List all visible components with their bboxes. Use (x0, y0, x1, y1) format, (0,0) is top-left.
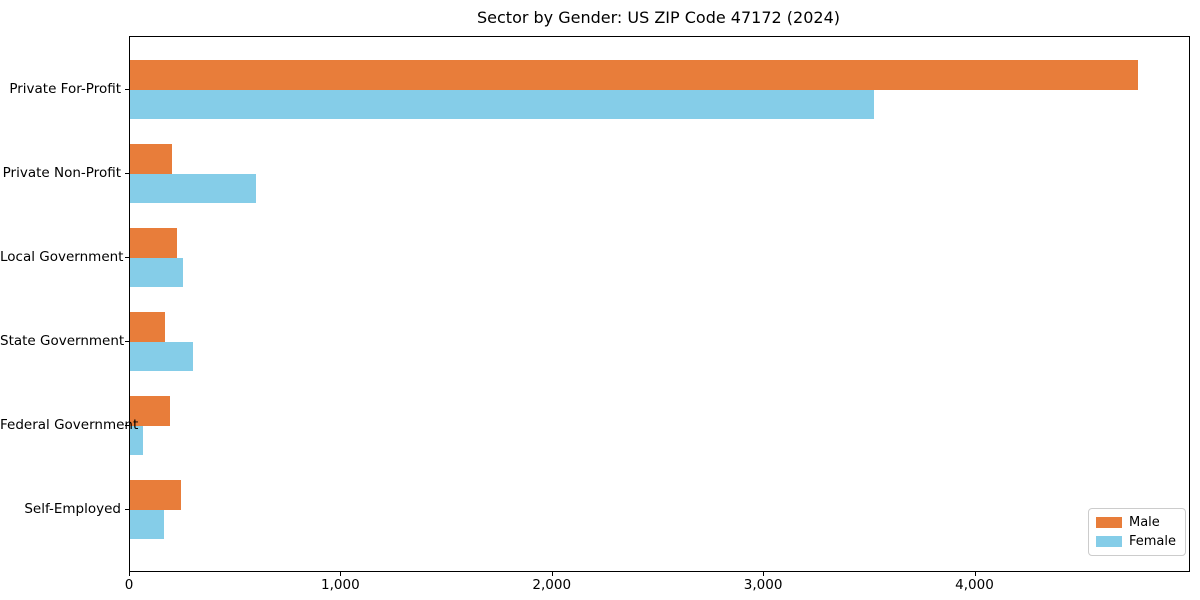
bar-female-5 (130, 509, 164, 540)
y-tick-label: Local Government (0, 248, 124, 265)
legend-item-male: Male (1096, 515, 1176, 530)
x-tick-mark (974, 572, 976, 576)
y-tick-label: Self-Employed (24, 500, 121, 517)
x-tick-label: 0 (124, 577, 134, 593)
y-tick-label: Private For-Profit (9, 80, 121, 97)
y-tick-label: State Government (0, 332, 125, 349)
legend-label-female: Female (1129, 534, 1177, 549)
bar-female-1 (130, 173, 256, 204)
bar-female-0 (130, 89, 875, 119)
x-tick-mark (763, 572, 765, 576)
x-tick-mark (340, 572, 342, 576)
y-tick-mark (125, 508, 129, 510)
bar-male-1 (130, 144, 173, 174)
legend-label-male: Male (1129, 515, 1160, 530)
x-tick-label: 3,000 (743, 577, 783, 593)
y-tick-mark (125, 340, 129, 342)
bar-female-3 (130, 341, 194, 372)
bar-male-5 (130, 480, 181, 510)
y-tick-mark (125, 88, 129, 90)
bar-male-0 (130, 60, 1139, 90)
y-tick-mark (125, 172, 129, 174)
bar-female-2 (130, 257, 183, 288)
legend-item-female: Female (1096, 534, 1176, 549)
x-tick-label: 2,000 (532, 577, 572, 593)
y-tick-label: Private Non-Profit (2, 164, 121, 181)
chart-title: Sector by Gender: US ZIP Code 47172 (202… (477, 8, 840, 27)
plot-area (129, 36, 1190, 572)
bar-female-4 (130, 425, 143, 456)
y-tick-label: Federal Government (0, 416, 139, 433)
y-tick-mark (125, 424, 129, 426)
x-tick-label: 4,000 (955, 577, 994, 593)
y-tick-mark (125, 256, 129, 258)
bar-male-3 (130, 312, 165, 342)
x-tick-label: 1,000 (321, 577, 360, 593)
x-tick-mark (551, 572, 553, 576)
male-color-swatch (1096, 517, 1122, 528)
x-tick-mark (129, 572, 130, 576)
bar-male-4 (130, 396, 171, 426)
bar-male-2 (130, 228, 177, 258)
legend: Male Female (1088, 508, 1187, 556)
female-color-swatch (1096, 536, 1122, 547)
